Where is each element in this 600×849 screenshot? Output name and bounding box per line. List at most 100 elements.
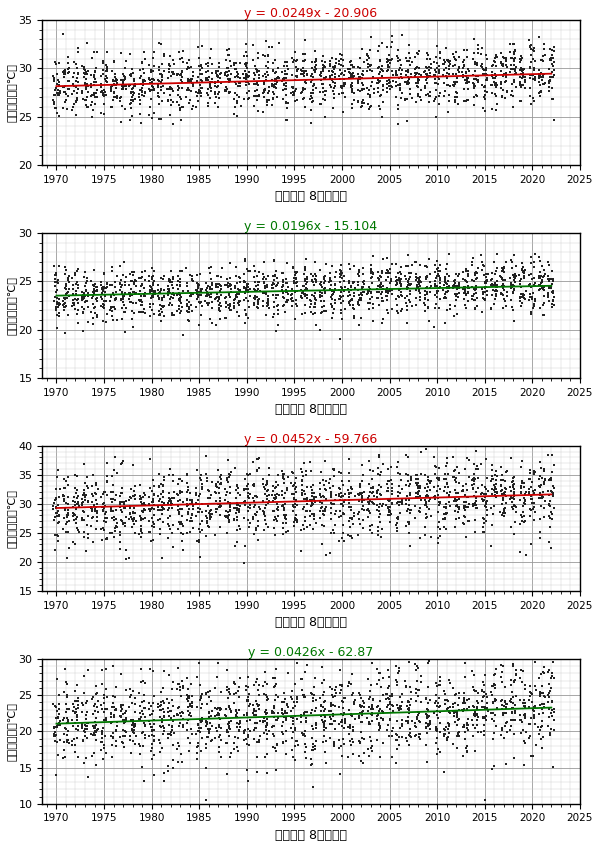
Point — [62, 264, 71, 278]
Point — [292, 59, 301, 73]
Point — [135, 83, 145, 97]
Point — [488, 487, 497, 501]
Point — [187, 514, 197, 527]
Point — [166, 522, 175, 536]
Point — [80, 718, 89, 732]
Point — [232, 491, 241, 504]
Point — [436, 725, 445, 739]
Point — [64, 272, 73, 285]
Point — [70, 97, 79, 110]
Point — [260, 751, 270, 764]
Point — [253, 293, 262, 306]
Point — [280, 67, 289, 81]
Point — [423, 711, 433, 724]
Point — [289, 486, 299, 500]
Point — [173, 88, 182, 102]
Point — [60, 662, 70, 676]
Point — [175, 69, 185, 82]
Point — [498, 659, 508, 672]
Point — [137, 492, 146, 505]
Point — [340, 302, 349, 316]
Point — [311, 273, 320, 286]
Point — [166, 273, 175, 287]
Point — [91, 284, 100, 298]
Point — [467, 473, 477, 486]
Point — [163, 496, 173, 509]
Point — [499, 280, 508, 294]
Point — [510, 499, 520, 513]
Point — [241, 68, 251, 82]
Point — [169, 519, 178, 532]
Point — [201, 73, 211, 87]
Point — [367, 702, 376, 716]
Point — [89, 286, 99, 300]
Point — [169, 492, 179, 505]
Point — [481, 281, 490, 295]
Point — [517, 716, 526, 729]
Point — [366, 707, 376, 721]
Point — [194, 656, 203, 670]
Point — [382, 263, 391, 277]
Point — [160, 65, 169, 78]
Point — [81, 696, 91, 710]
Point — [433, 488, 443, 502]
Point — [235, 295, 244, 309]
Point — [92, 291, 102, 305]
Point — [530, 72, 539, 86]
Point — [410, 256, 420, 269]
Point — [375, 666, 385, 680]
Point — [367, 285, 376, 299]
Point — [116, 709, 125, 722]
Point — [422, 703, 431, 717]
Point — [365, 102, 374, 115]
Point — [291, 69, 301, 82]
Point — [92, 686, 101, 700]
Point — [149, 72, 158, 86]
Point — [422, 281, 431, 295]
Point — [406, 470, 415, 484]
Point — [452, 706, 461, 719]
Point — [224, 716, 234, 729]
Point — [397, 730, 407, 744]
Point — [430, 468, 440, 481]
Point — [50, 720, 59, 734]
Point — [290, 285, 300, 299]
Point — [311, 60, 320, 74]
Point — [519, 289, 529, 302]
Point — [62, 510, 71, 524]
Point — [248, 512, 258, 526]
Point — [111, 488, 121, 502]
Point — [136, 71, 145, 85]
Point — [410, 716, 420, 729]
Point — [110, 525, 119, 538]
Point — [345, 719, 355, 733]
Point — [118, 514, 127, 527]
Point — [298, 85, 307, 98]
Point — [535, 89, 545, 103]
Point — [544, 81, 554, 94]
Point — [358, 83, 367, 97]
Point — [149, 264, 159, 278]
Point — [415, 284, 424, 297]
Point — [178, 496, 188, 509]
Point — [290, 479, 299, 492]
Point — [391, 292, 401, 306]
Point — [473, 70, 482, 83]
Point — [182, 693, 192, 706]
Point — [404, 272, 414, 285]
Point — [298, 478, 307, 492]
Point — [544, 76, 554, 90]
Point — [102, 307, 112, 321]
Point — [326, 704, 335, 717]
Point — [278, 83, 287, 97]
Point — [154, 700, 163, 714]
Point — [253, 84, 262, 98]
Point — [211, 485, 220, 498]
Point — [406, 58, 415, 71]
Point — [212, 502, 221, 515]
Point — [140, 731, 150, 745]
Point — [248, 491, 258, 504]
Point — [292, 690, 302, 704]
Point — [107, 80, 117, 93]
Point — [108, 286, 118, 300]
